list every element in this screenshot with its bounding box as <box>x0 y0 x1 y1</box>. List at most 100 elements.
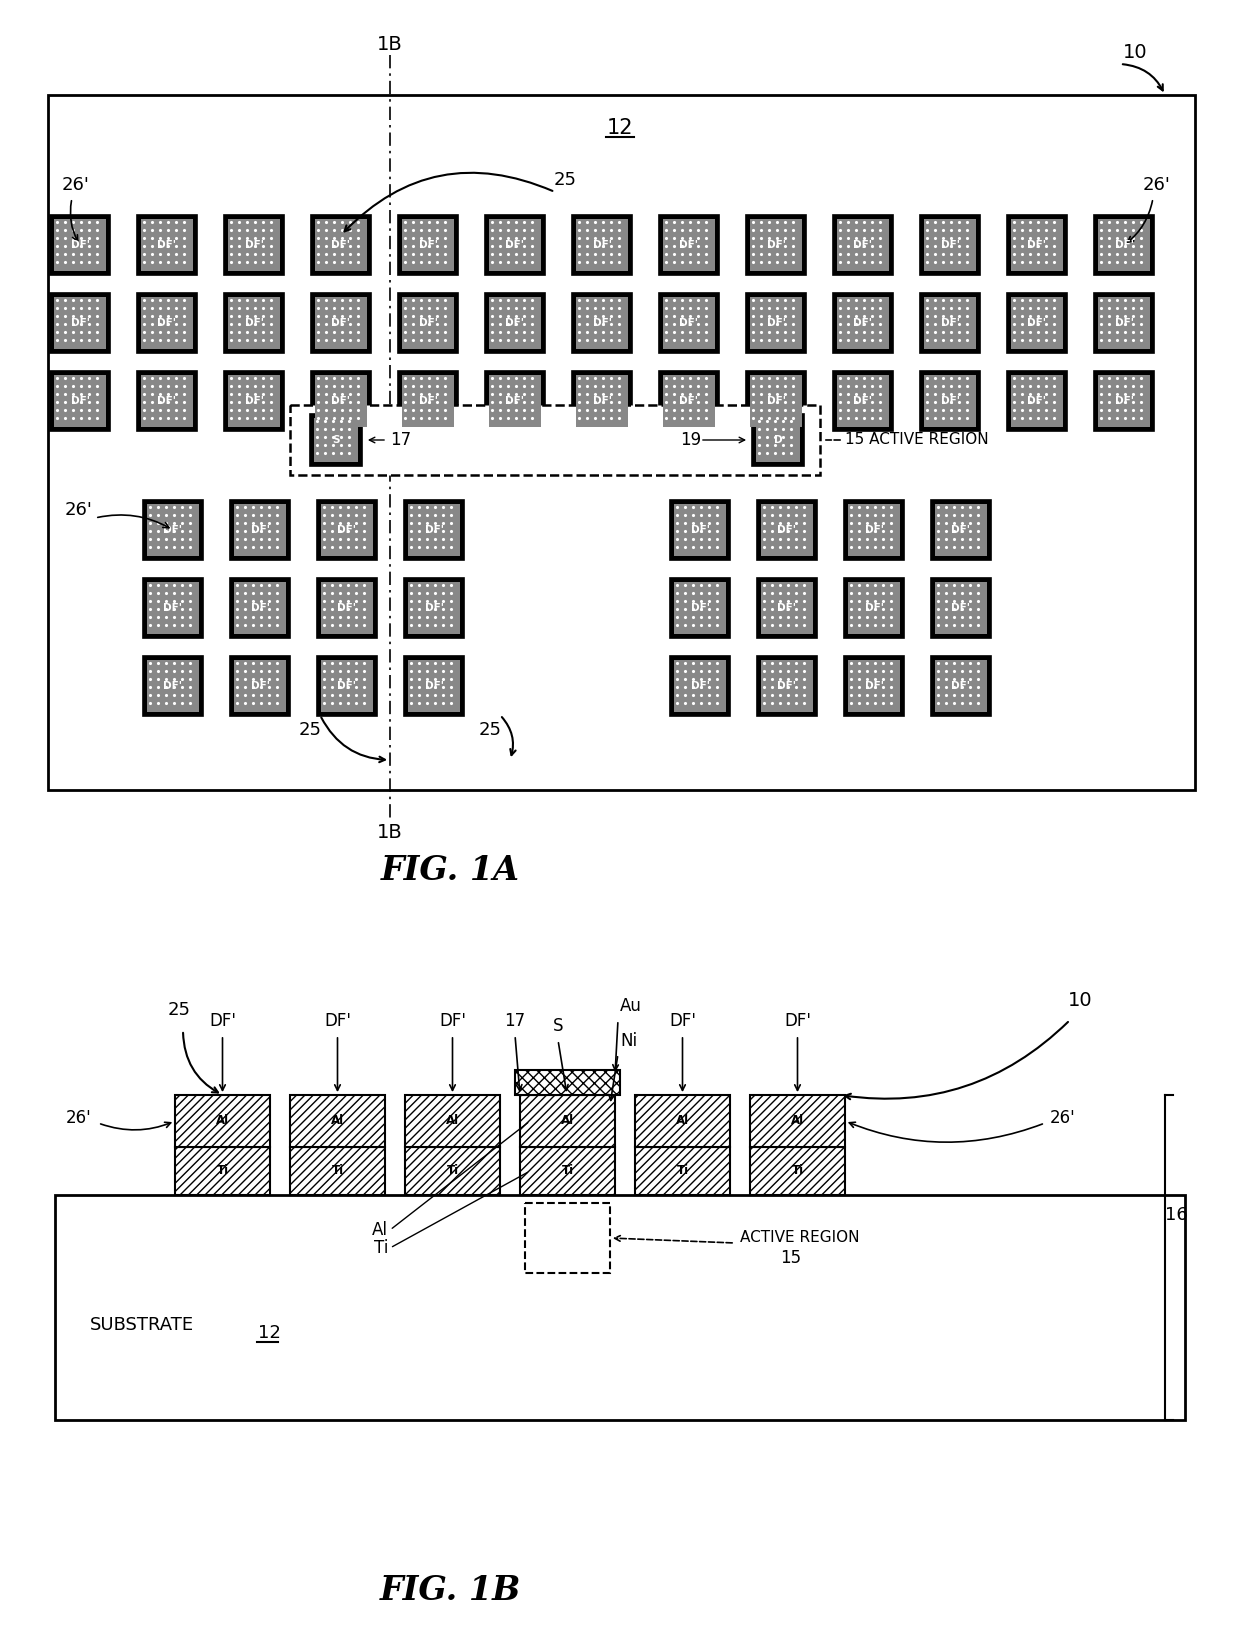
Bar <box>408 660 460 712</box>
Bar <box>746 372 806 431</box>
Bar <box>833 293 893 354</box>
Text: DF': DF' <box>331 396 351 406</box>
Text: DF': DF' <box>853 318 873 327</box>
Bar <box>931 499 991 560</box>
Bar <box>756 578 817 638</box>
Bar <box>224 293 284 354</box>
Bar <box>920 214 980 275</box>
Text: DF': DF' <box>691 525 709 535</box>
Bar <box>148 660 198 712</box>
Bar <box>175 1148 270 1195</box>
Bar <box>658 214 719 275</box>
Text: ACTIVE REGION: ACTIVE REGION <box>740 1231 859 1246</box>
Text: DF': DF' <box>419 396 438 406</box>
Bar <box>844 578 904 638</box>
Text: 19: 19 <box>680 431 701 449</box>
Bar <box>489 296 541 349</box>
Text: Ti: Ti <box>373 1239 388 1257</box>
Text: DF': DF' <box>853 241 873 250</box>
Text: DF': DF' <box>864 602 883 612</box>
Bar <box>224 372 284 431</box>
Bar <box>761 583 813 634</box>
Text: 1B: 1B <box>377 822 403 841</box>
Bar <box>675 660 725 712</box>
Text: 17: 17 <box>505 1012 526 1030</box>
Text: DF': DF' <box>593 396 611 406</box>
Bar <box>761 660 813 712</box>
Text: Al: Al <box>676 1115 689 1128</box>
Text: DF': DF' <box>777 525 796 535</box>
Bar <box>136 372 197 431</box>
Text: DF': DF' <box>164 525 182 535</box>
Bar <box>317 578 377 638</box>
Bar <box>405 1148 500 1195</box>
Bar <box>746 214 806 275</box>
Bar <box>290 404 820 475</box>
Text: DF': DF' <box>1115 241 1133 250</box>
Text: Al: Al <box>791 1115 804 1128</box>
Text: DF': DF' <box>424 681 444 691</box>
Bar <box>1097 375 1149 427</box>
Bar <box>750 296 802 349</box>
Bar <box>321 660 373 712</box>
Bar <box>408 504 460 557</box>
Text: 26': 26' <box>64 501 93 519</box>
Text: DF': DF' <box>951 681 971 691</box>
Bar <box>1007 214 1066 275</box>
Bar <box>141 375 193 427</box>
Bar <box>658 293 719 354</box>
Text: DF': DF' <box>853 396 873 406</box>
Bar <box>404 656 464 715</box>
Text: DF': DF' <box>864 681 883 691</box>
Text: 26': 26' <box>62 177 89 195</box>
Text: DF': DF' <box>766 396 785 406</box>
Bar <box>675 583 725 634</box>
Text: DF': DF' <box>680 318 698 327</box>
Text: FIG. 1A: FIG. 1A <box>381 853 520 887</box>
Bar <box>311 372 371 431</box>
Bar <box>1094 293 1154 354</box>
Bar <box>924 296 976 349</box>
Bar <box>50 293 110 354</box>
Bar <box>402 219 454 272</box>
Text: 12: 12 <box>606 118 634 138</box>
Bar <box>321 583 373 634</box>
Bar <box>55 296 105 349</box>
Bar <box>746 293 806 354</box>
Bar <box>148 583 198 634</box>
Bar <box>844 656 904 715</box>
Bar <box>290 1148 384 1195</box>
Text: SUBSTRATE: SUBSTRATE <box>91 1316 195 1334</box>
Bar <box>920 372 980 431</box>
Bar <box>935 583 987 634</box>
Bar <box>572 214 632 275</box>
Bar <box>228 219 280 272</box>
Text: DF': DF' <box>784 1012 811 1030</box>
Text: 17: 17 <box>391 431 412 449</box>
Text: DF': DF' <box>337 681 357 691</box>
Bar <box>1007 293 1066 354</box>
Text: 25: 25 <box>167 1000 191 1018</box>
Bar <box>310 414 362 467</box>
Bar <box>924 375 976 427</box>
Bar <box>931 578 991 638</box>
Bar <box>141 219 193 272</box>
Text: DF': DF' <box>593 318 611 327</box>
Text: 26': 26' <box>66 1108 92 1126</box>
Text: DF': DF' <box>419 241 438 250</box>
Text: Ti: Ti <box>562 1164 574 1177</box>
Bar <box>408 583 460 634</box>
Text: DF': DF' <box>244 396 263 406</box>
Bar <box>525 1203 610 1274</box>
Bar <box>148 504 198 557</box>
Text: DF': DF' <box>439 1012 466 1030</box>
Bar <box>663 296 715 349</box>
Bar <box>314 417 358 462</box>
Bar <box>311 214 371 275</box>
Text: Al: Al <box>372 1221 388 1239</box>
Bar <box>398 372 458 431</box>
Bar <box>663 375 715 427</box>
Text: Ti: Ti <box>677 1164 688 1177</box>
Bar <box>935 504 987 557</box>
Text: DF': DF' <box>940 241 960 250</box>
